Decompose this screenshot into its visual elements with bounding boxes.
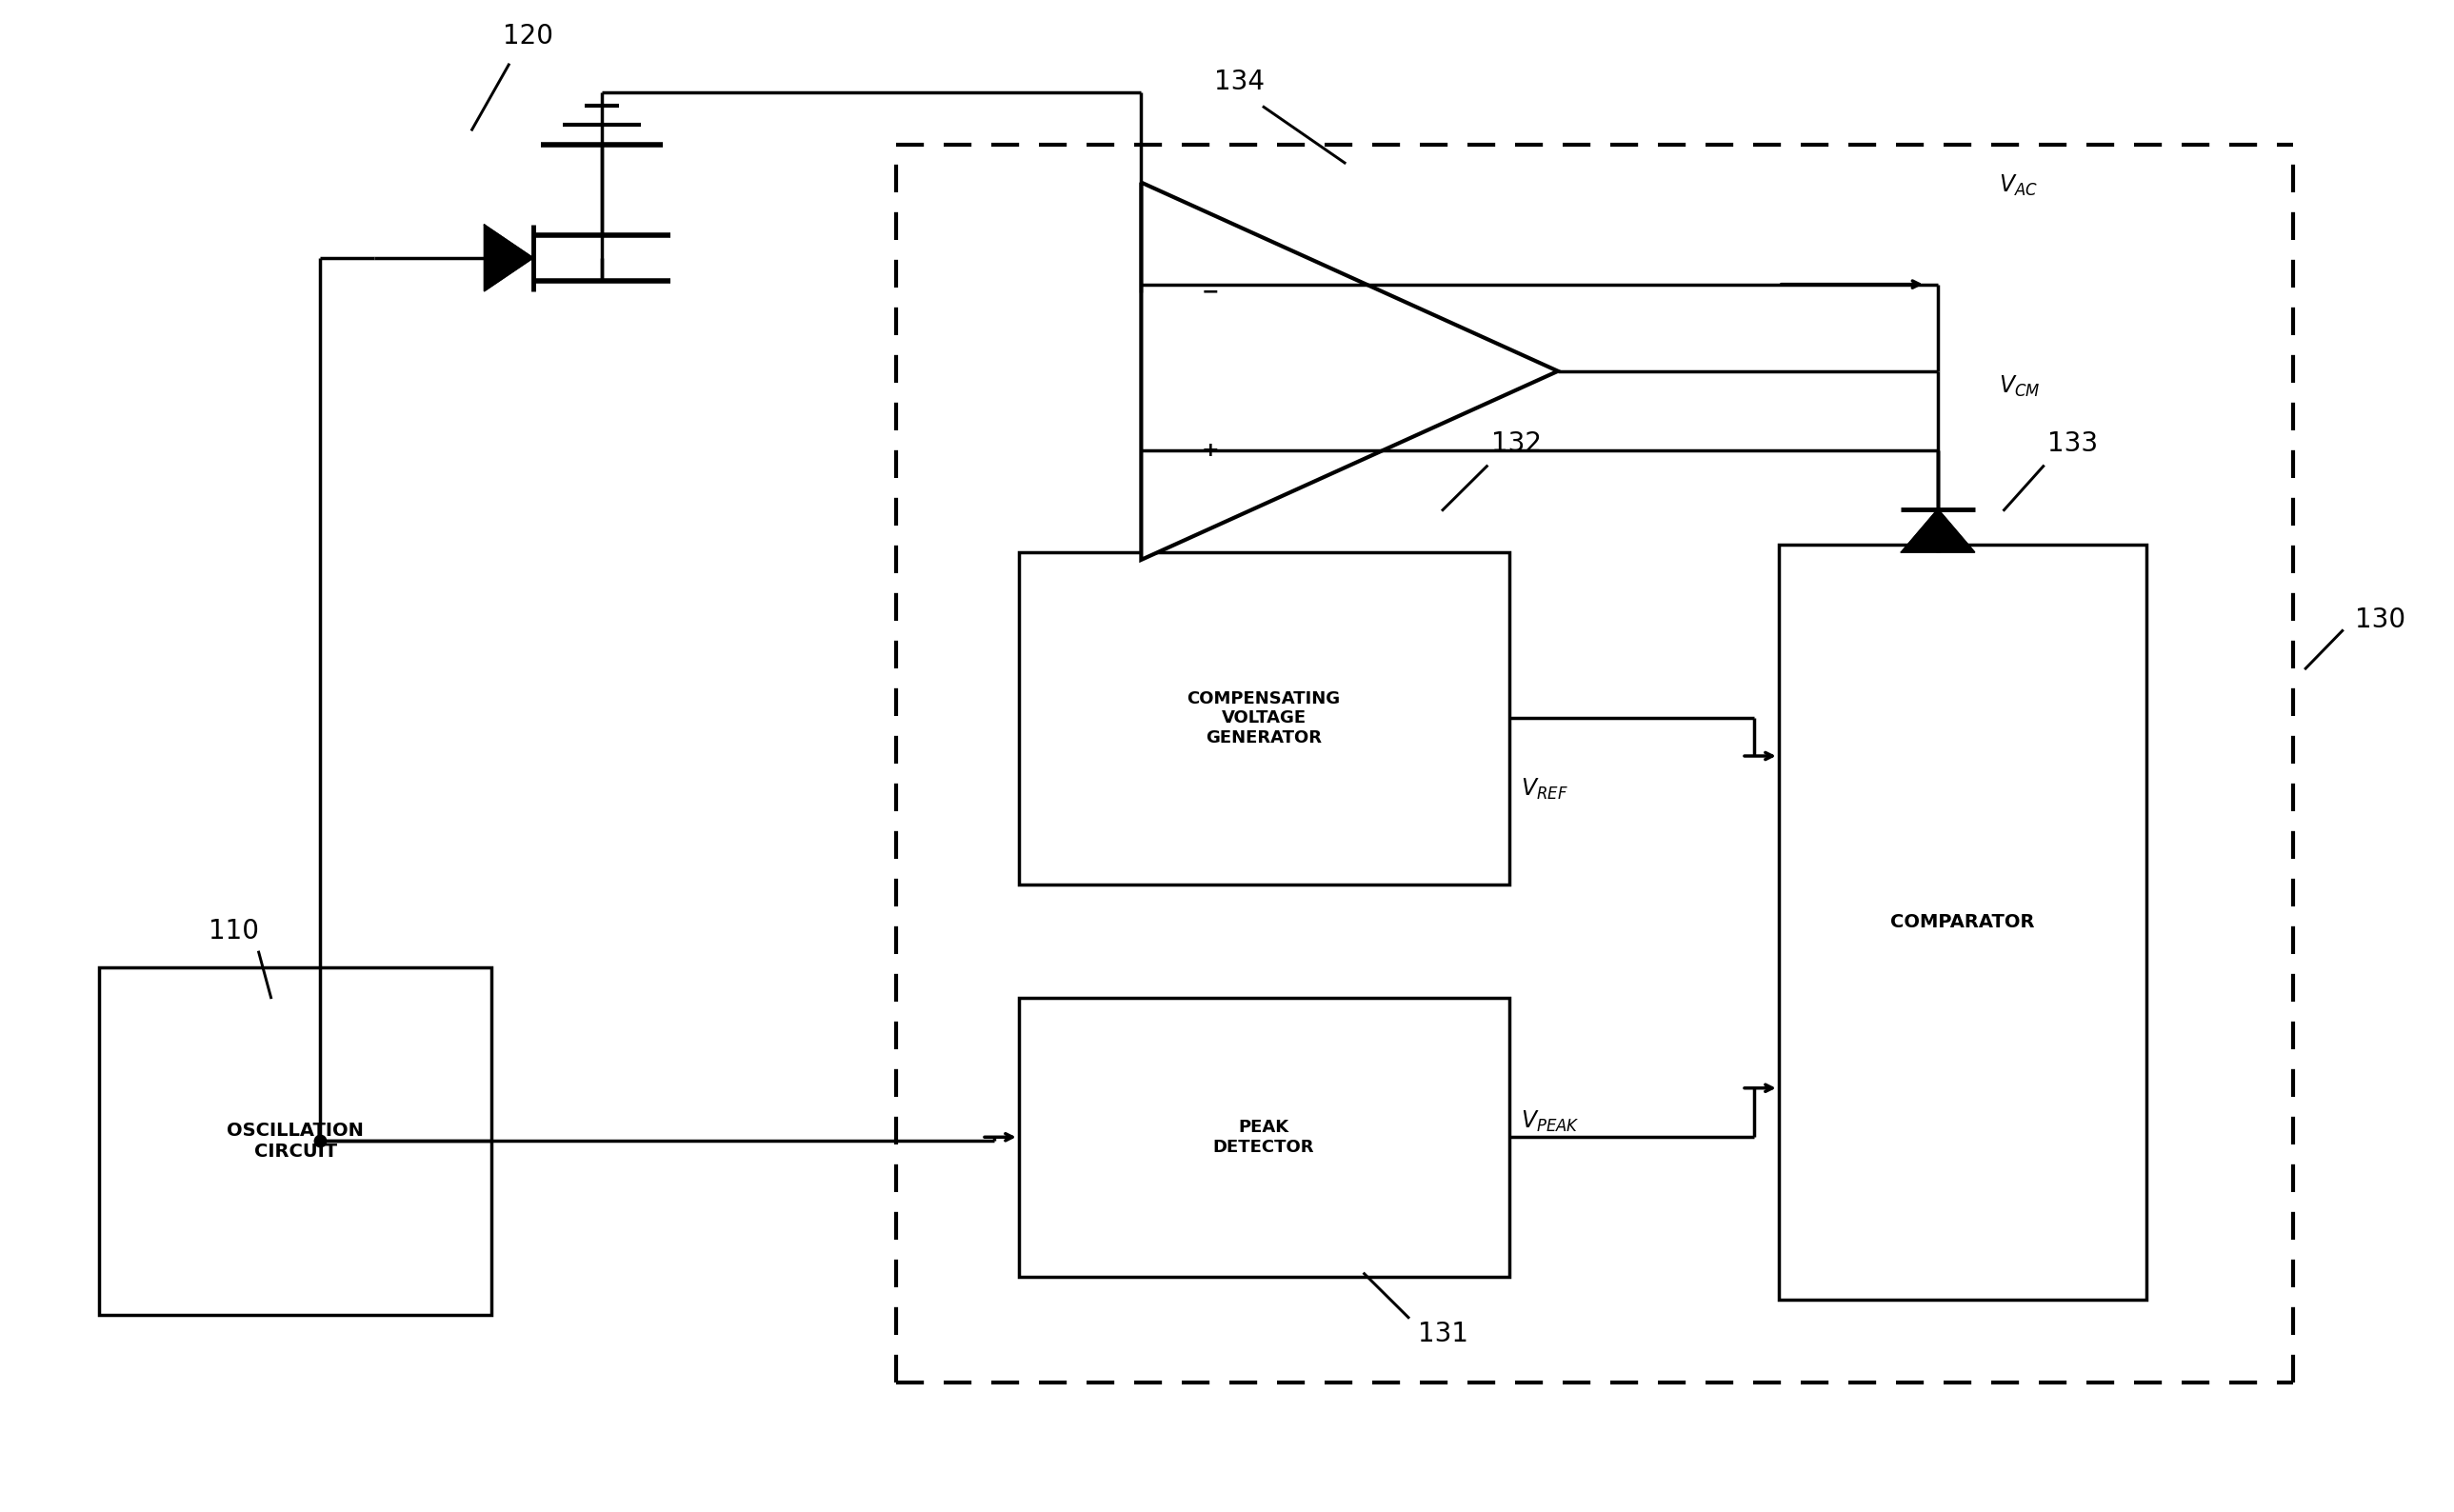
Text: 131: 131 <box>1418 1321 1467 1347</box>
Bar <box>1779 544 2147 1299</box>
Text: 133: 133 <box>2047 431 2098 457</box>
Text: +: + <box>1200 442 1220 460</box>
Text: $V_{REF}$: $V_{REF}$ <box>1521 777 1568 801</box>
Text: 130: 130 <box>2356 606 2405 634</box>
Polygon shape <box>1141 183 1558 559</box>
Text: $V_{CM}$: $V_{CM}$ <box>2000 373 2042 399</box>
Text: $V_{AC}$: $V_{AC}$ <box>2000 172 2039 198</box>
Text: 110: 110 <box>209 918 260 945</box>
Text: PEAK
DETECTOR: PEAK DETECTOR <box>1212 1119 1315 1155</box>
Text: $V_{PEAK}$: $V_{PEAK}$ <box>1521 1108 1580 1134</box>
Text: 134: 134 <box>1215 68 1264 95</box>
Text: COMPARATOR: COMPARATOR <box>1890 913 2034 931</box>
Bar <box>98 968 491 1314</box>
Text: 120: 120 <box>503 23 555 50</box>
Bar <box>1018 552 1509 885</box>
Text: OSCILLATION
CIRCUIT: OSCILLATION CIRCUIT <box>226 1122 363 1160</box>
Bar <box>1018 998 1509 1276</box>
Text: 132: 132 <box>1492 431 1541 457</box>
Polygon shape <box>483 225 533 292</box>
Polygon shape <box>1902 510 1975 552</box>
Text: −: − <box>1200 283 1220 301</box>
Text: COMPENSATING
VOLTAGE
GENERATOR: COMPENSATING VOLTAGE GENERATOR <box>1188 689 1340 747</box>
